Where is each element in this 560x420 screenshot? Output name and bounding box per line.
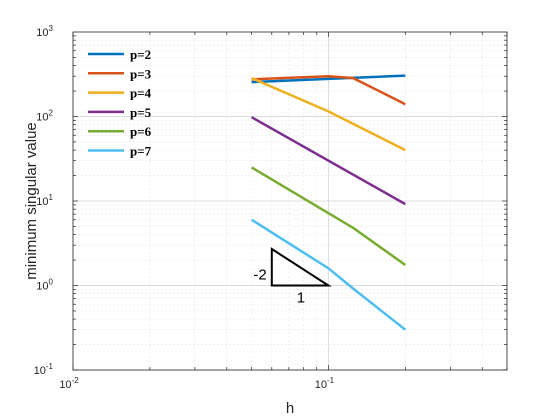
series-line-p-5 (250, 116, 406, 206)
y-tick-label: 101 (36, 193, 53, 208)
series-layer (250, 74, 407, 331)
legend-label-p-3: p=3 (130, 66, 152, 81)
legend-label-p-4: p=4 (130, 86, 152, 101)
legend-label-p-5: p=5 (130, 105, 152, 120)
legend: p=2 p=3 p=4 p=5 p=6 p=7 (88, 47, 152, 159)
slope-triangle (270, 247, 332, 287)
y-tick-label: 102 (36, 109, 53, 124)
slope-annotation: -2 1 (253, 247, 332, 307)
y-tick-label: 103 (36, 24, 53, 39)
series-line-p-6 (250, 166, 407, 267)
slope-run-label: 1 (297, 290, 305, 307)
y-tick-label: 10-1 (34, 362, 54, 377)
y-axis-label: minimum singular value (23, 122, 40, 280)
x-tick-label: 10-2 (59, 376, 79, 391)
series-line-p-2 (251, 74, 406, 84)
tick-labels: 10-2 10-1 10-1 100 101 102 103 (34, 24, 335, 391)
x-axis-label: h (286, 400, 294, 417)
series-line-p-4 (251, 76, 406, 152)
x-tick-label: 10-1 (315, 376, 335, 391)
legend-label-p-7: p=7 (130, 144, 152, 159)
series-line-p-7 (250, 218, 407, 331)
slope-rise-label: -2 (253, 266, 266, 283)
legend-label-p-2: p=2 (130, 47, 151, 62)
series-line-p-3 (251, 74, 406, 106)
y-tick-label: 100 (36, 278, 53, 293)
legend-label-p-6: p=6 (130, 124, 152, 139)
tick-marks (72, 32, 508, 371)
